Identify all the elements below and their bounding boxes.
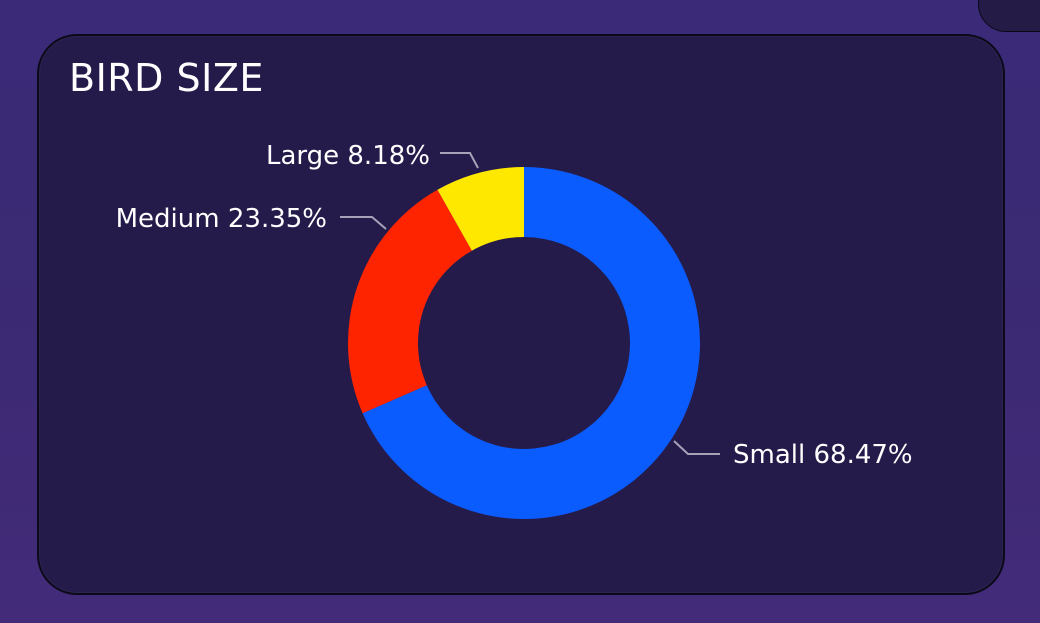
slice-label-name: Large <box>266 141 339 171</box>
slice-label-name: Small <box>733 440 805 470</box>
slice-label-large: Large 8.18% <box>266 141 430 171</box>
slice-label-value: 68.47% <box>805 440 912 470</box>
slice-label-small: Small 68.47% <box>733 440 913 470</box>
leader-line-small <box>673 440 720 455</box>
chart-title: BIRD SIZE <box>69 56 264 100</box>
leader-line-large <box>440 152 479 169</box>
slice-label-value: 8.18% <box>339 141 430 171</box>
slice-label-medium: Medium 23.35% <box>116 204 327 234</box>
slice-medium[interactable] <box>348 189 472 414</box>
slice-label-name: Medium <box>116 204 220 234</box>
slice-small[interactable] <box>362 167 701 519</box>
slice-large[interactable] <box>437 167 524 251</box>
slice-label-value: 23.35% <box>220 204 327 234</box>
leader-line-medium <box>340 216 387 230</box>
